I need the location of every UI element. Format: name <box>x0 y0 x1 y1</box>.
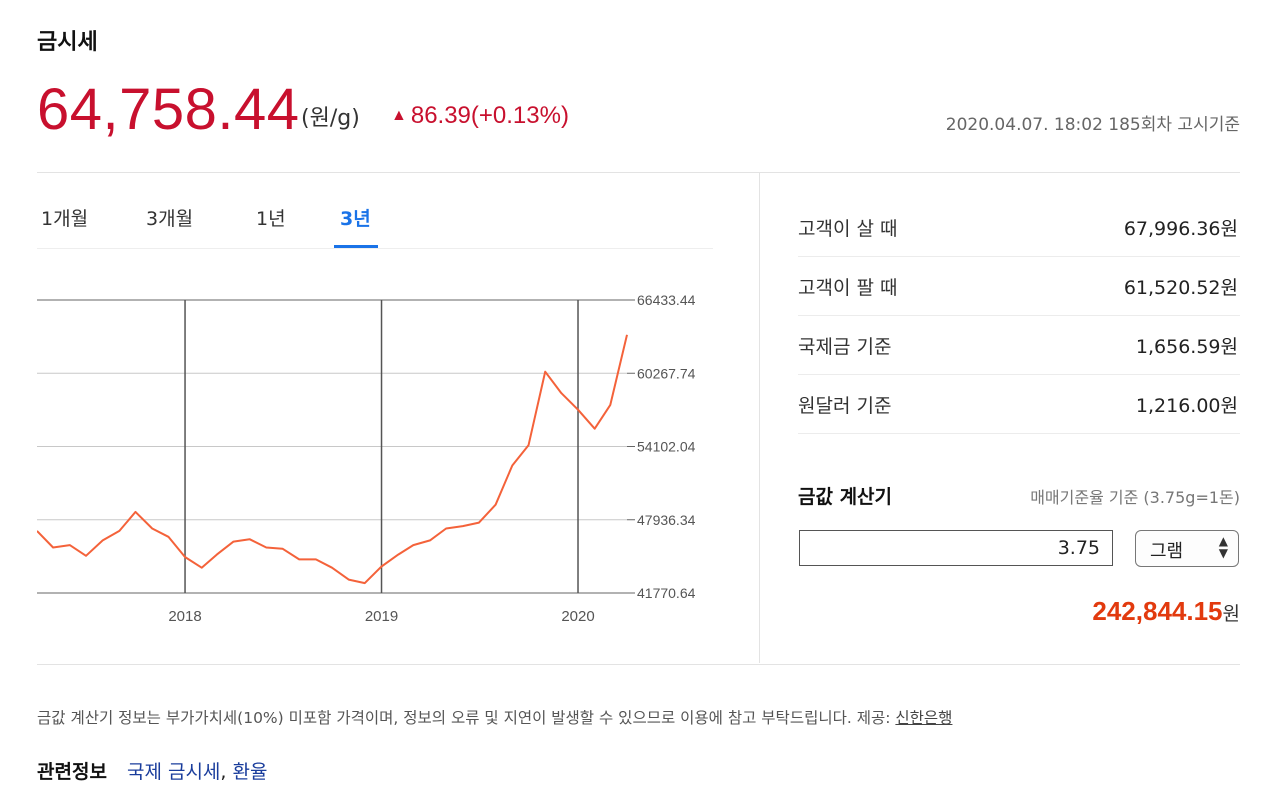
weight-input[interactable] <box>799 530 1113 566</box>
tab-1month[interactable]: 1개월 <box>41 208 89 230</box>
divider <box>37 172 1240 173</box>
quote-label: 원달러 기준 <box>798 395 892 417</box>
unit-select[interactable]: 그램 ▲ ▼ <box>1135 530 1239 567</box>
price-unit: (원/g) <box>301 106 360 131</box>
quote-label: 고객이 팔 때 <box>798 277 898 299</box>
y-tick-label: 60267.74 <box>637 365 696 381</box>
tab-3months[interactable]: 3개월 <box>146 208 194 230</box>
x-tick-label: 2019 <box>365 608 398 625</box>
quote-row-sell: 고객이 팔 때 61,520.52원 <box>798 257 1240 316</box>
updown-arrow-icon: ▲ ▼ <box>1218 534 1228 560</box>
disclaimer-text: 금값 계산기 정보는 부가가치세(10%) 미포함 가격이며, 정보의 오류 및… <box>37 709 896 727</box>
quote-value: 1,216.00원 <box>1135 395 1238 417</box>
tab-3years[interactable]: 3년 <box>340 208 371 230</box>
period-tabs: 1개월 3개월 1년 3년 <box>37 190 713 249</box>
quote-value: 67,996.36원 <box>1123 218 1238 240</box>
calculator-title: 금값 계산기 <box>798 486 893 508</box>
x-tick-label: 2020 <box>561 608 594 625</box>
y-tick-label: 54102.04 <box>637 439 696 455</box>
up-triangle-icon: ▲ <box>391 107 407 124</box>
quote-label: 국제금 기준 <box>798 336 892 358</box>
related-label: 관련정보 <box>37 761 107 783</box>
price-change: ▲ 86.39(+0.13%) <box>391 102 569 130</box>
active-tab-indicator <box>334 245 378 248</box>
quote-value: 1,656.59원 <box>1135 336 1238 358</box>
calculator-result: 242,844.15원 <box>1092 596 1240 627</box>
quote-row-buy: 고객이 살 때 67,996.36원 <box>798 198 1240 257</box>
divider-vertical <box>759 173 760 663</box>
current-price: 64,758.44 <box>37 77 300 142</box>
result-amount: 242,844.15 <box>1092 596 1223 626</box>
quote-table: 고객이 살 때 67,996.36원 고객이 팔 때 61,520.52원 국제… <box>798 198 1240 434</box>
quote-value: 61,520.52원 <box>1123 277 1238 299</box>
quote-row-intl: 국제금 기준 1,656.59원 <box>798 316 1240 375</box>
x-tick-label: 2018 <box>168 608 201 625</box>
quote-label: 고객이 살 때 <box>798 218 898 240</box>
calculator-note: 매매기준율 기준 (3.75g=1돈) <box>1030 488 1240 507</box>
price-chart-svg: 66433.44 60267.74 54102.04 47936.34 41770.64… <box>36 292 696 625</box>
quote-timestamp: 2020.04.07. 18:02 185회차 고시기준 <box>945 115 1240 135</box>
page-title: 금시세 <box>37 30 98 55</box>
price-chart: 66433.44 60267.74 54102.04 47936.34 41770.64… <box>36 290 727 635</box>
divider <box>37 664 1240 665</box>
price-change-value: 86.39(+0.13%) <box>410 102 569 129</box>
y-tick-label: 47936.34 <box>637 512 696 528</box>
exchange-rate-link[interactable]: 환율 <box>232 761 268 783</box>
result-unit: 원 <box>1222 603 1240 625</box>
y-tick-label: 41770.64 <box>637 585 696 601</box>
gold-price-line <box>36 334 628 585</box>
provider-link[interactable]: 신한은행 <box>895 709 953 727</box>
quote-row-usd: 원달러 기준 1,216.00원 <box>798 375 1240 434</box>
disclaimer: 금값 계산기 정보는 부가가치세(10%) 미포함 가격이며, 정보의 오류 및… <box>37 706 952 728</box>
related-separator: , <box>220 761 227 783</box>
tab-1year[interactable]: 1년 <box>256 208 286 230</box>
price-row: 64,758.44 (원/g) ▲ 86.39(+0.13%) 2020.04.0… <box>37 80 1240 140</box>
related-info: 관련정보 국제 금시세, 환율 <box>37 757 267 784</box>
unit-select-value: 그램 <box>1150 541 1184 562</box>
intl-gold-link[interactable]: 국제 금시세 <box>126 761 221 783</box>
y-tick-label: 66433.44 <box>637 292 696 308</box>
